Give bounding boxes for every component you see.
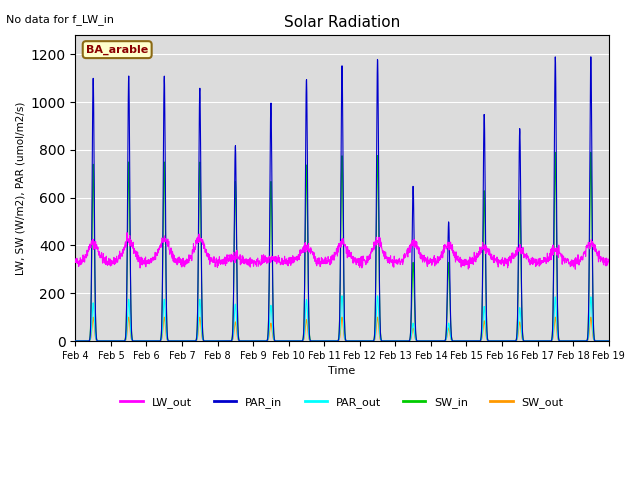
LW_out xyxy=(72,258,79,264)
PAR_out xyxy=(369,338,376,344)
LW_out xyxy=(558,251,566,257)
PAR_in xyxy=(605,338,612,344)
SW_out xyxy=(369,338,377,344)
LW_out xyxy=(221,255,228,261)
Y-axis label: LW, SW (W/m2), PAR (umol/m2/s): LW, SW (W/m2), PAR (umol/m2/s) xyxy=(15,101,25,275)
SW_in xyxy=(369,338,376,344)
PAR_out xyxy=(72,338,79,344)
SW_out xyxy=(358,338,365,344)
SW_out xyxy=(221,338,228,344)
SW_out xyxy=(573,338,580,344)
Title: Solar Radiation: Solar Radiation xyxy=(284,15,400,30)
PAR_in xyxy=(557,338,565,344)
SW_in xyxy=(605,338,612,344)
PAR_in xyxy=(587,54,595,60)
Text: BA_arable: BA_arable xyxy=(86,45,148,55)
PAR_out xyxy=(605,338,612,344)
PAR_in xyxy=(220,338,228,344)
PAR_in xyxy=(357,338,365,344)
PAR_in xyxy=(72,338,79,344)
SW_out xyxy=(90,314,97,320)
SW_out xyxy=(605,338,612,344)
LW_out xyxy=(572,266,579,272)
LW_out xyxy=(369,245,377,251)
SW_out xyxy=(72,338,79,344)
PAR_out xyxy=(573,338,580,344)
SW_out xyxy=(497,338,505,344)
SW_in xyxy=(497,338,504,344)
Legend: LW_out, PAR_in, PAR_out, SW_in, SW_out: LW_out, PAR_in, PAR_out, SW_in, SW_out xyxy=(116,393,568,412)
X-axis label: Time: Time xyxy=(328,366,356,376)
SW_out xyxy=(558,338,566,344)
Line: LW_out: LW_out xyxy=(76,233,609,269)
Line: SW_out: SW_out xyxy=(76,317,609,341)
PAR_out xyxy=(220,338,228,344)
Line: PAR_in: PAR_in xyxy=(76,57,609,341)
PAR_in xyxy=(369,338,376,344)
LW_out xyxy=(123,230,131,236)
PAR_in xyxy=(572,338,580,344)
LW_out xyxy=(573,257,580,263)
LW_out xyxy=(358,257,365,263)
PAR_in xyxy=(497,338,504,344)
Text: No data for f_LW_in: No data for f_LW_in xyxy=(6,14,115,25)
PAR_out xyxy=(497,338,505,344)
PAR_out xyxy=(374,293,381,299)
LW_out xyxy=(605,258,612,264)
SW_in xyxy=(357,338,365,344)
SW_in xyxy=(572,338,580,344)
SW_in xyxy=(557,338,565,344)
SW_in xyxy=(220,338,228,344)
LW_out xyxy=(497,258,505,264)
PAR_out xyxy=(357,338,365,344)
Line: SW_in: SW_in xyxy=(76,152,609,341)
SW_in xyxy=(587,149,595,155)
PAR_out xyxy=(558,338,566,344)
SW_in xyxy=(72,338,79,344)
Line: PAR_out: PAR_out xyxy=(76,296,609,341)
